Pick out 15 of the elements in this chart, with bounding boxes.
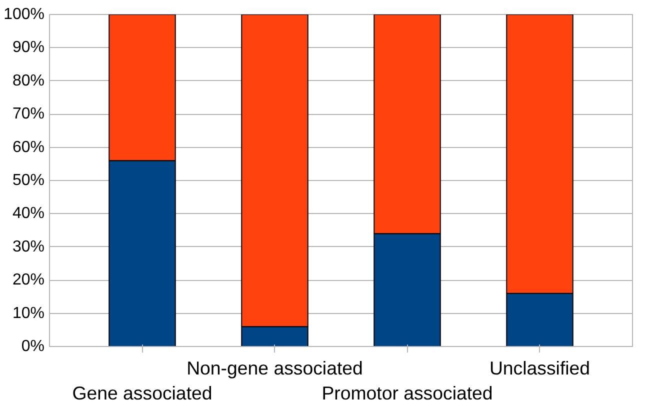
y-tick-label: 90% xyxy=(12,39,45,56)
y-tick-label: 100% xyxy=(4,6,44,23)
y-tick-label: 80% xyxy=(12,72,45,90)
y-tick-label: 10% xyxy=(12,304,45,322)
y-tick-label: 60% xyxy=(12,138,45,156)
x-tick-label: Gene associated xyxy=(72,382,212,404)
x-tick-label: Non-gene associated xyxy=(186,358,363,378)
y-tick-label: 50% xyxy=(12,172,45,189)
y-tick-label: 30% xyxy=(12,238,45,256)
y-tick-label: 0% xyxy=(21,338,44,355)
y-tick-label: 70% xyxy=(12,106,45,123)
x-tick-label: Unclassified xyxy=(489,358,590,378)
x-tick-label: Promotor associated xyxy=(322,382,493,404)
y-tick-label: 20% xyxy=(12,272,45,289)
y-tick-label: 40% xyxy=(12,205,45,222)
